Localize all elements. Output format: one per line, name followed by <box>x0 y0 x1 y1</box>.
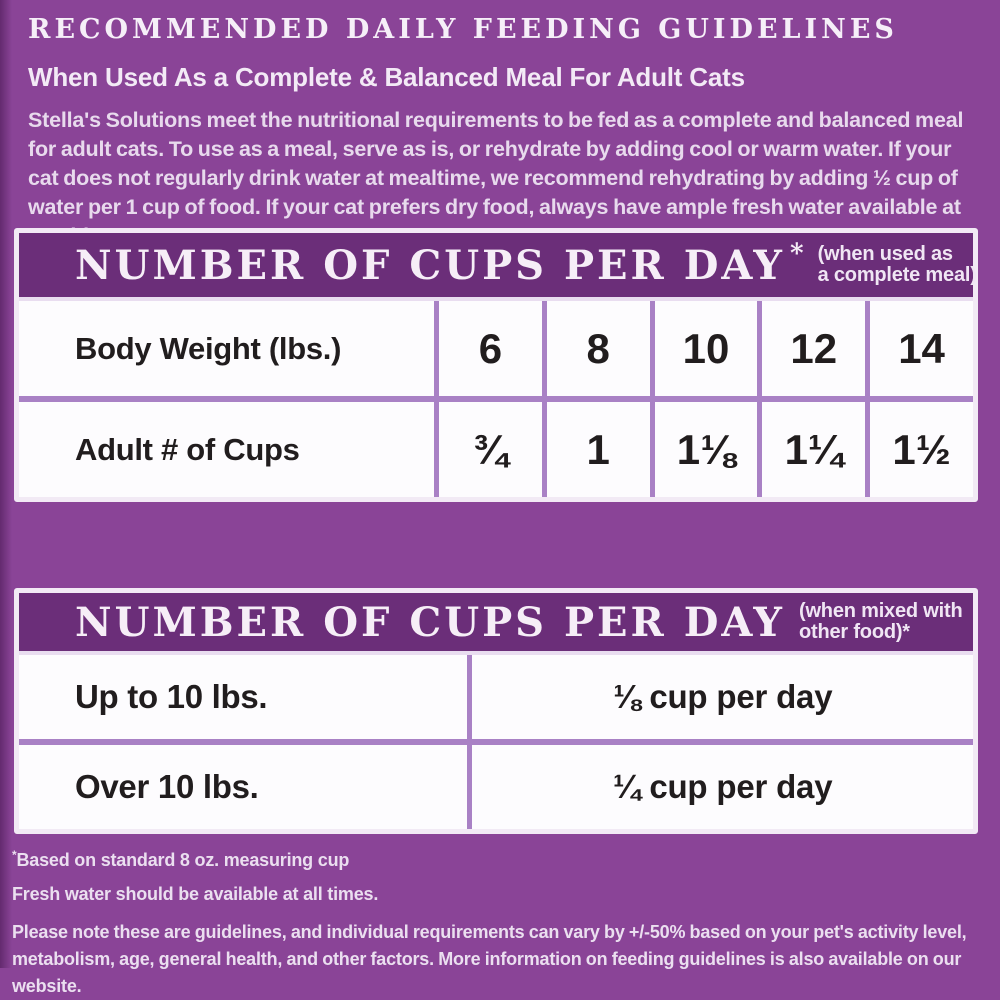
footnote-measuring-cup: *Based on standard 8 oz. measuring cup <box>12 848 990 870</box>
adult-cups-value-1: ¾ <box>433 402 542 497</box>
row-label-up-to-10-lbs: Up to 10 lbs. <box>75 678 268 715</box>
page-subtitle: When Used As a Complete & Balanced Meal … <box>28 62 745 92</box>
body-weight-value-5: 14 <box>865 301 973 396</box>
table-row-up-to-10-lbs: Up to 10 lbs. ⅛ cup per day <box>19 655 973 739</box>
footnote-measuring-cup-text: Based on standard 8 oz. measuring cup <box>16 850 350 870</box>
table-complete-meal-title: NUMBER OF CUPS PER DAY <box>75 241 785 289</box>
intro-paragraph: Stella's Solutions meet the nutritional … <box>28 108 964 248</box>
over-10-lbs-amount: ¼ cup per day <box>467 745 973 829</box>
table-row-body-weight: Body Weight (lbs.) 6 8 10 12 14 <box>19 301 973 396</box>
adult-cups-value-5: 1½ <box>865 402 973 497</box>
table-complete-meal-header: NUMBER OF CUPS PER DAY * (when used as a… <box>19 233 977 301</box>
header-section: RECOMMENDED DAILY FEEDING GUIDELINES Whe… <box>28 6 988 251</box>
footnote-asterisk: * <box>12 848 17 862</box>
table-complete-meal-asterisk: * <box>789 239 804 269</box>
table-mixed-food-note-line1: (when mixed with <box>798 600 963 622</box>
body-weight-value-2: 8 <box>541 301 650 396</box>
table-complete-meal-note-line1: (when used as <box>817 243 953 265</box>
table-mixed-food-note: (when mixed with other food)* <box>798 600 963 643</box>
cups-per-day-complete-meal-table: NUMBER OF CUPS PER DAY * (when used as a… <box>14 228 978 502</box>
body-weight-value-1: 6 <box>433 301 542 396</box>
footnote-fresh-water: Fresh water should be available at all t… <box>12 884 379 904</box>
row-label-body-weight: Body Weight (lbs.) <box>75 330 342 366</box>
adult-cups-value-3: 1⅛ <box>649 402 758 497</box>
row-label-adult-cups: Adult # of Cups <box>75 431 300 467</box>
table-complete-meal-note: (when used as a complete meal) <box>818 244 977 286</box>
table-mixed-food-note-line2: other food)* <box>798 621 910 643</box>
table-complete-meal-note-line2: a complete meal) <box>817 264 977 286</box>
table-row-adult-cups: Adult # of Cups ¾ 1 1⅛ 1¼ 1½ <box>19 396 973 497</box>
footnotes-section: *Based on standard 8 oz. measuring cup F… <box>12 848 990 1000</box>
adult-cups-value-4: 1¼ <box>757 402 865 497</box>
table-row-over-10-lbs: Over 10 lbs. ¼ cup per day <box>19 739 973 829</box>
row-label-over-10-lbs: Over 10 lbs. <box>75 768 259 805</box>
footnote-disclaimer: Please note these are guidelines, and in… <box>12 922 967 996</box>
page-title: RECOMMENDED DAILY FEEDING GUIDELINES <box>28 14 898 45</box>
cups-per-day-mixed-food-table: NUMBER OF CUPS PER DAY (when mixed with … <box>14 588 978 834</box>
up-to-10-lbs-amount: ⅛ cup per day <box>467 655 973 739</box>
adult-cups-value-2: 1 <box>541 402 650 497</box>
table-mixed-food-header: NUMBER OF CUPS PER DAY (when mixed with … <box>19 593 973 655</box>
body-weight-value-4: 12 <box>757 301 865 396</box>
body-weight-value-3: 10 <box>649 301 758 396</box>
table-mixed-food-title: NUMBER OF CUPS PER DAY <box>75 598 785 646</box>
